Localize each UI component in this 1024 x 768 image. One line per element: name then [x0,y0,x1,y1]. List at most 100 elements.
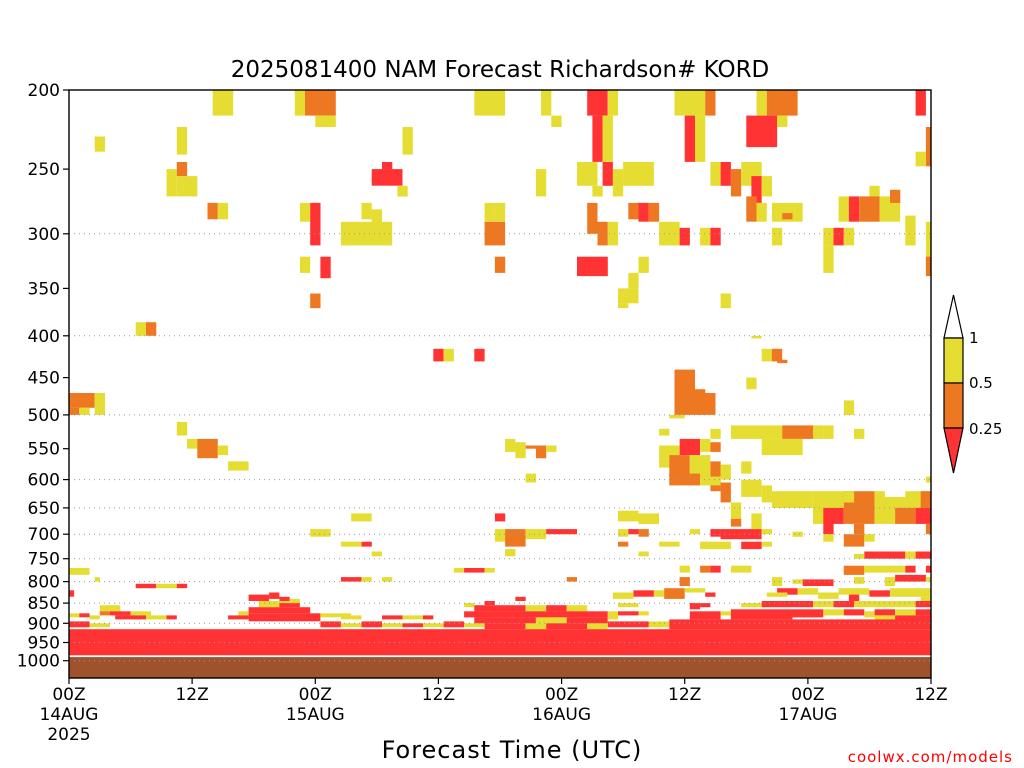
ri-cell [474,90,506,116]
ri-cell [761,348,772,362]
ri-cell [700,227,711,246]
ri-cell [905,565,916,573]
ri-cell [874,609,896,616]
ri-cell [433,348,444,362]
ri-cell [890,588,931,597]
ri-cell [915,507,931,524]
ri-cell [874,615,896,622]
ri-cell [176,127,188,155]
y-tick-label: 450 [28,369,60,389]
ri-cell [505,549,516,557]
ri-cell [294,90,306,116]
ri-cell [474,348,485,362]
ri-cell [607,221,619,246]
ri-cell [638,513,659,524]
x-axis-label: Forecast Time (UTC) [382,736,643,764]
x-tick-year: 2025 [47,725,90,745]
y-tick-label: 250 [28,160,60,180]
ri-cell [423,623,444,628]
ri-cell [592,115,603,162]
ri-cell [628,272,639,289]
y-axis: 200 250 300 350 400 450 500 550 600 650 700 750 8008… [17,81,69,672]
ri-cell [720,162,731,186]
ri-cell [705,90,716,116]
x-tick-date: 14AUG [40,705,99,725]
ri-cell [238,611,249,616]
ri-cell [248,607,311,614]
ri-cell [833,227,844,246]
ri-cell [607,621,649,628]
ri-cell [79,613,90,618]
ri-cell [689,455,711,480]
ri-cell [69,613,80,618]
ri-cell [89,623,110,628]
ri-cell [823,245,834,273]
ri-cell [618,510,639,522]
ri-cell [925,476,931,483]
ri-cell [382,577,393,582]
ri-cell [546,605,567,612]
ri-cell [730,502,742,519]
ri-cell [612,169,624,197]
ri-cell [94,393,105,415]
ri-cell [920,491,931,508]
ri-cell [607,611,619,620]
ri-cell [895,609,916,616]
ri-cell [761,541,772,547]
ri-cell [320,256,331,279]
ri-cell [212,90,234,116]
ri-cell [823,425,834,439]
ri-cell [741,479,762,497]
ri-cell [792,609,824,618]
ri-cell [146,615,167,620]
ri-cell [700,438,711,452]
ri-cell [361,202,372,220]
ri-cell [771,348,783,362]
ri-cell [854,523,865,535]
ri-cell [546,529,577,535]
ri-cell [669,414,685,419]
x-tick-label: 00Z [545,685,578,705]
ri-cell [689,603,701,610]
ri-cell [638,529,649,537]
ri-cell [464,603,475,608]
ri-cell [592,185,603,197]
ri-cell [99,611,111,616]
y-tick-label: 200 [28,81,60,101]
ground-fill [69,657,931,678]
ri-cell [99,605,121,612]
ri-cell [69,621,90,628]
ri-cell [525,445,536,449]
ri-cell [110,611,131,616]
ri-cell [638,611,649,616]
ri-cell [925,127,931,167]
ri-cell [659,458,670,468]
ri-cell [546,445,557,452]
ri-cell [700,603,711,608]
ri-cell [453,568,465,573]
x-tick-label: 00Z [791,685,824,705]
ri-cell [602,162,613,186]
ri-cell [761,485,772,503]
ri-cell [628,529,639,535]
ri-cell [340,623,362,628]
ri-cell [720,529,762,540]
x-tick-label: 00Z [299,685,332,705]
ri-cell [843,565,865,575]
ri-cell [187,176,198,197]
ri-cell [618,529,629,537]
ri-cell [566,577,577,582]
ri-cell [905,551,916,559]
ri-cell [94,577,100,582]
ri-cell [607,90,619,116]
ri-cell [710,565,721,573]
y-tick-label: 350 [28,279,60,299]
ri-cell [720,611,731,616]
ri-cell [751,335,762,339]
x-tick-label: 12Z [668,685,701,705]
ri-cell [684,588,706,593]
colorbar-level-label: 1 [969,329,979,347]
ri-cell [890,189,901,203]
ri-cell [371,551,382,557]
ri-cell [730,609,793,620]
